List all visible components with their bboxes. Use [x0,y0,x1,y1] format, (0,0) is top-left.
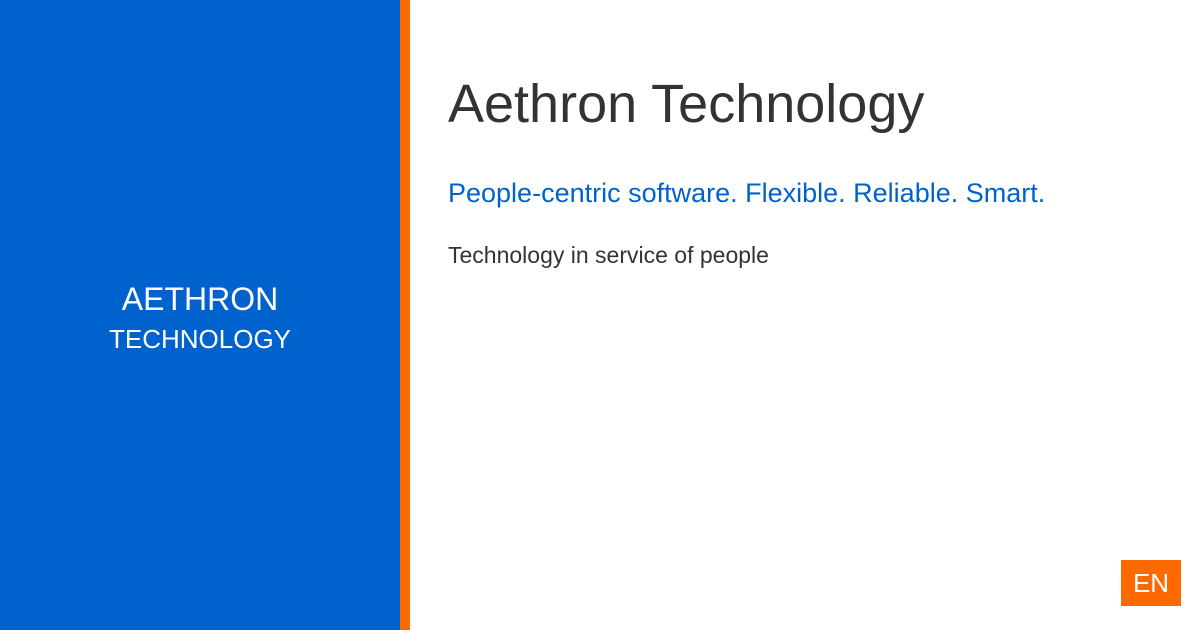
accent-stripe [400,0,410,630]
brand-wordmark-secondary: TECHNOLOGY [108,324,292,354]
brand-wordmark-primary: AETHRON [121,281,279,317]
language-switcher-button[interactable]: EN [1121,560,1181,606]
main-content: Aethron Technology People-centric softwa… [448,72,1168,270]
brand-panel: AETHRON TECHNOLOGY [0,0,400,630]
page-title: Aethron Technology [448,74,925,134]
tagline: People-centric software. Flexible. Relia… [448,178,1046,208]
subtitle-text: Technology in service of people [448,242,769,268]
